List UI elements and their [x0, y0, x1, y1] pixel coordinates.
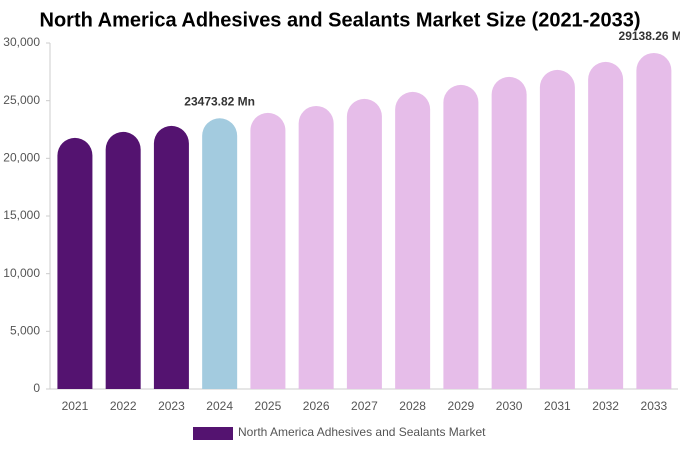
value-label: 29138.26 Mn — [619, 29, 680, 43]
x-tick-label: 2030 — [496, 399, 523, 413]
y-tick-label: 20,000 — [3, 151, 40, 165]
bar — [298, 105, 334, 390]
chart-title: North America Adhesives and Sealants Mar… — [40, 9, 641, 31]
bar — [153, 125, 189, 390]
value-label: 23473.82 Mn — [184, 94, 255, 108]
bar — [491, 76, 527, 389]
y-tick-label: 15,000 — [3, 208, 40, 222]
bar — [588, 61, 624, 389]
bar — [202, 118, 238, 390]
bar — [539, 69, 575, 389]
x-tick-label: 2029 — [448, 399, 475, 413]
legend-swatch — [193, 427, 233, 440]
x-tick-label: 2022 — [110, 399, 137, 413]
x-tick-label: 2024 — [206, 399, 233, 413]
bar — [443, 84, 479, 389]
x-tick-label: 2027 — [351, 399, 378, 413]
y-tick-label: 25,000 — [3, 93, 40, 107]
y-tick-label: 10,000 — [3, 266, 40, 280]
x-tick-label: 2032 — [592, 399, 619, 413]
bar — [57, 137, 93, 389]
y-tick-label: 30,000 — [3, 35, 40, 49]
x-tick-label: 2021 — [62, 399, 89, 413]
x-tick-label: 2031 — [544, 399, 571, 413]
x-tick-label: 2023 — [158, 399, 185, 413]
bar — [105, 131, 141, 389]
x-tick-label: 2026 — [303, 399, 330, 413]
bar — [636, 52, 672, 390]
x-tick-label: 2028 — [399, 399, 426, 413]
x-tick-label: 2025 — [255, 399, 282, 413]
legend-label: North America Adhesives and Sealants Mar… — [238, 425, 486, 439]
bar — [346, 98, 382, 389]
x-tick-label: 2033 — [641, 399, 668, 413]
bar — [250, 112, 286, 390]
y-tick-label: 5,000 — [10, 324, 40, 338]
bar — [395, 91, 431, 389]
y-tick-label: 0 — [33, 381, 40, 395]
